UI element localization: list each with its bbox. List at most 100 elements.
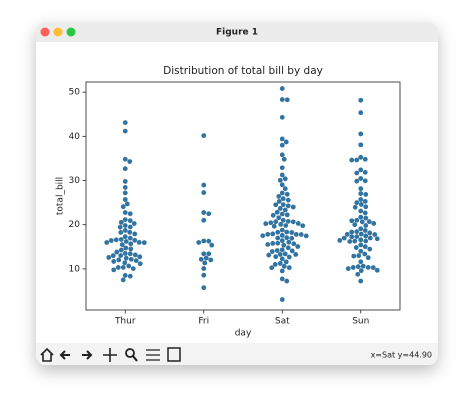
point [284,97,290,103]
point [362,251,368,257]
point [128,256,134,262]
point [111,259,117,264]
point [354,234,360,240]
point [280,217,286,223]
point [362,198,368,204]
minimize-button[interactable] [53,27,63,37]
point [122,185,128,190]
point [355,264,361,270]
forward-button[interactable] [82,350,93,360]
point [201,238,207,244]
point [114,249,120,255]
point [280,202,286,208]
point [282,207,288,213]
y-tick-label: 50 [69,88,81,98]
point [122,197,128,202]
point [286,254,292,260]
point [120,265,126,270]
point [354,157,360,163]
save-button[interactable] [167,347,181,362]
point [279,238,285,244]
point [118,230,124,235]
point [122,228,128,233]
point [118,237,124,242]
point [279,114,285,120]
point [350,265,356,270]
point [367,235,373,241]
point [358,226,364,232]
point [127,229,133,235]
pan-button[interactable] [103,348,117,362]
close-button[interactable] [40,27,50,37]
point [354,229,360,235]
point [349,157,355,163]
point [269,249,275,254]
point [289,235,295,241]
point [285,203,291,209]
point [354,200,360,206]
home-button[interactable] [40,347,54,362]
point [358,242,364,248]
point [273,254,279,260]
point [358,214,364,220]
point [279,165,285,171]
point [122,223,128,228]
point [131,221,137,226]
point [359,219,365,225]
point [272,262,278,267]
point [122,156,128,162]
point [271,223,277,229]
point [277,177,283,183]
point [358,176,364,181]
point [284,229,290,235]
point [289,248,295,254]
point [362,228,368,233]
point [108,238,114,243]
back-button[interactable] [59,350,70,360]
point [122,210,128,215]
point [281,156,287,162]
point [362,244,368,250]
zoom-tool-button[interactable] [125,348,135,358]
point [283,139,289,145]
configure-button[interactable] [146,349,160,361]
point [358,278,364,284]
point [123,255,129,261]
point [358,248,364,254]
y-tick-label: 20 [69,220,81,230]
point [363,238,369,244]
point [265,231,271,237]
point [290,204,296,210]
point [120,277,126,283]
point [279,247,285,253]
point [132,231,138,237]
point [279,142,285,148]
point [284,278,290,284]
point [132,237,138,243]
point [293,252,299,257]
point [276,215,282,221]
point [116,257,122,263]
point [270,212,276,218]
point [123,239,129,244]
point [279,211,285,217]
point [201,182,207,188]
point [282,186,288,192]
point [209,242,215,248]
point [122,120,128,126]
point [279,136,285,142]
point [130,266,136,271]
point [279,190,285,196]
zoom-button[interactable] [66,27,76,37]
point [295,244,301,249]
point [303,233,309,239]
point [115,265,121,270]
point [358,167,364,173]
point [279,297,285,302]
point [358,191,364,196]
point [354,217,360,223]
point [298,232,304,237]
point [363,192,369,197]
point [354,170,360,176]
point [362,210,368,216]
